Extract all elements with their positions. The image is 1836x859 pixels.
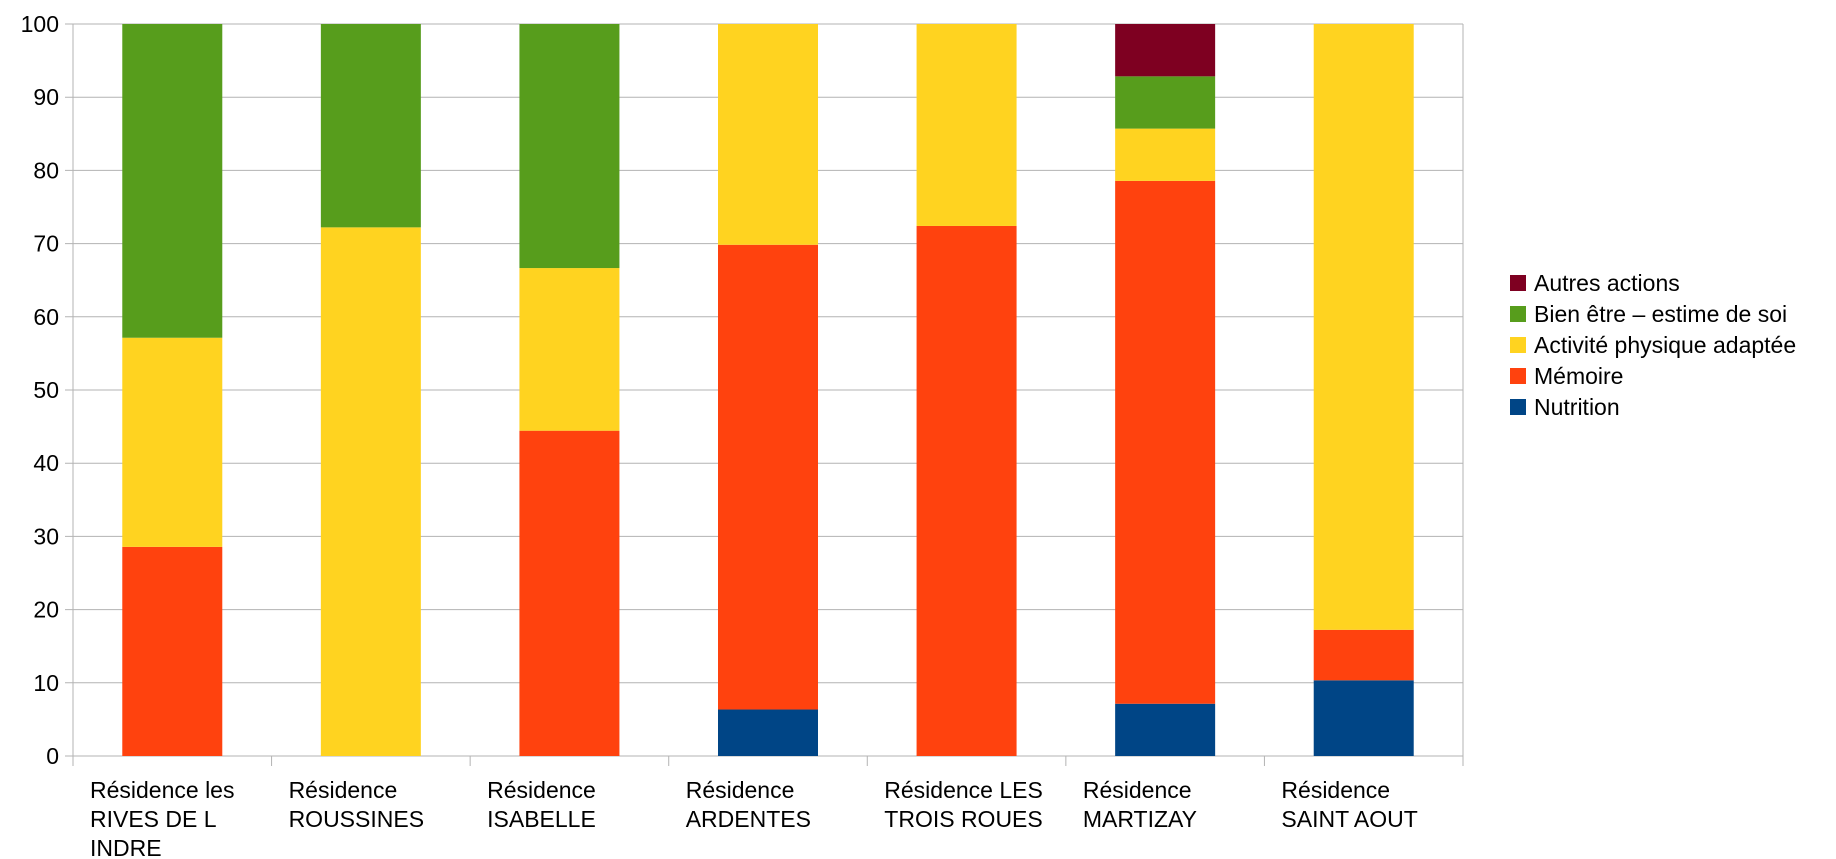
bar-segment xyxy=(519,24,620,269)
y-tick-label: 70 xyxy=(33,231,59,257)
legend-swatch xyxy=(1510,275,1526,291)
x-tick-label-line: ROUSSINES xyxy=(289,806,424,832)
y-tick-label: 10 xyxy=(33,670,59,696)
y-axis: 0 10 20 30 40 50 60 70 80 90 100 xyxy=(21,11,59,769)
bar-segment xyxy=(1313,680,1414,756)
bar-segment xyxy=(320,227,421,756)
x-tick-label-line: TROIS ROUES xyxy=(884,806,1042,832)
legend-label: Activité physique adaptée xyxy=(1534,332,1796,358)
x-tick-label-line: ARDENTES xyxy=(686,806,811,832)
bar-segment xyxy=(718,244,818,710)
bar-segment xyxy=(1115,180,1216,704)
x-tick-label: Résidence ARDENTES xyxy=(686,777,811,832)
bar-segment xyxy=(718,709,818,756)
legend-label: Nutrition xyxy=(1534,394,1620,420)
bar-segment xyxy=(122,24,223,338)
bar-segment xyxy=(1115,76,1216,129)
bar-segment xyxy=(718,24,818,245)
legend-swatch xyxy=(1510,399,1526,415)
x-tick-label: Résidence les RIVES DE L INDRE xyxy=(90,777,234,859)
x-tick-label-line: Résidence xyxy=(289,777,398,803)
y-tick-label: 80 xyxy=(33,157,59,183)
bar-segment xyxy=(1115,24,1216,77)
bar-segment xyxy=(519,268,620,431)
x-tick-label-line: INDRE xyxy=(90,835,162,859)
x-tick-label: Résidence ISABELLE xyxy=(487,777,596,832)
y-tick-label: 100 xyxy=(21,11,59,37)
legend-label: Autres actions xyxy=(1534,270,1680,296)
x-tick-label: Résidence ROUSSINES xyxy=(289,777,424,832)
bar-segment xyxy=(320,24,421,228)
x-tick-label-line: Résidence xyxy=(686,777,795,803)
bar-segment xyxy=(1115,703,1216,756)
bar-segment xyxy=(1115,128,1216,181)
x-tick-label-line: Résidence xyxy=(487,777,596,803)
x-axis: Résidence les RIVES DE L INDRE Résidence ROU… xyxy=(72,756,1464,859)
legend-label: Bien être – estime de soi xyxy=(1534,301,1787,327)
bar-segment xyxy=(519,430,620,756)
bar-segment xyxy=(916,225,1017,756)
x-tick-label: Résidence SAINT AOUT xyxy=(1281,777,1417,832)
legend-swatch xyxy=(1510,337,1526,353)
x-tick-label-line: Résidence xyxy=(1281,777,1390,803)
x-tick-label-line: Résidence les xyxy=(90,777,234,803)
x-tick-label: Résidence MARTIZAY xyxy=(1083,777,1197,832)
bar-segment xyxy=(916,24,1017,226)
y-tick-label: 40 xyxy=(33,450,59,476)
legend-swatch xyxy=(1510,368,1526,384)
y-tick-label: 60 xyxy=(33,304,59,330)
y-tick-label: 20 xyxy=(33,597,59,623)
y-tick-label: 50 xyxy=(33,377,59,403)
legend: Autres actions Bien être – estime de soi A… xyxy=(1510,270,1796,420)
y-tick-label: 30 xyxy=(33,523,59,549)
x-tick-label: Résidence LES TROIS ROUES xyxy=(884,777,1043,832)
bar-segment xyxy=(1313,24,1414,630)
y-tick-label: 0 xyxy=(46,743,59,769)
x-tick-label-line: ISABELLE xyxy=(487,806,596,832)
x-tick-label-line: MARTIZAY xyxy=(1083,806,1197,832)
bar-segment xyxy=(122,546,223,756)
x-tick-label-line: SAINT AOUT xyxy=(1281,806,1417,832)
bar-segment xyxy=(122,337,223,547)
x-tick-label-line: Résidence LES xyxy=(884,777,1043,803)
bars xyxy=(122,24,1414,756)
x-tick-label-line: RIVES DE L xyxy=(90,806,217,832)
legend-label: Mémoire xyxy=(1534,363,1623,389)
bar-segment xyxy=(1313,629,1414,681)
legend-swatch xyxy=(1510,306,1526,322)
y-tick-label: 90 xyxy=(33,84,59,110)
x-tick-label-line: Résidence xyxy=(1083,777,1192,803)
